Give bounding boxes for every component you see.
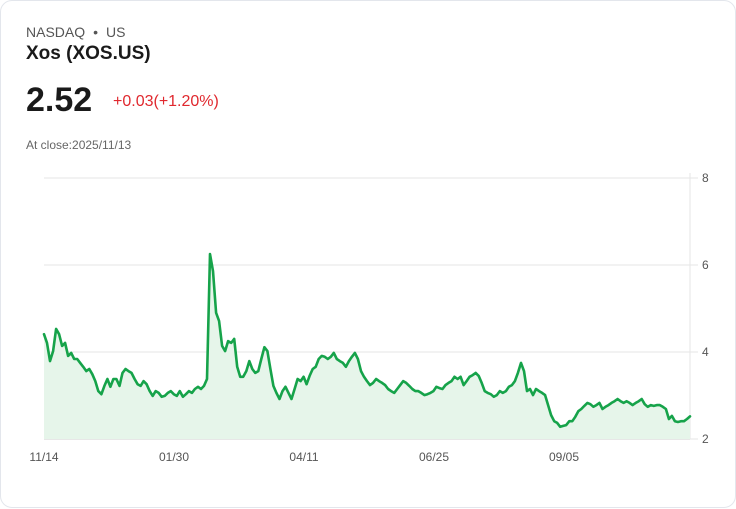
stock-name: Xos (XOS.US) [26,43,151,64]
y-tick-label: 2 [702,432,709,446]
area-fill [44,254,690,439]
x-tick-label: 06/25 [419,450,449,464]
stock-price: 2.52 [26,81,93,119]
separator: • [93,24,99,40]
exchange-line: NASDAQ • US [26,24,125,40]
x-tick-label: 04/11 [289,450,318,464]
price-line [42,252,692,429]
exchange-label: NASDAQ [26,24,86,40]
y-tick-label: 8 [702,171,709,185]
x-tick-label: 11/14 [29,450,58,464]
region-label: US [106,24,126,40]
x-tick-label: 01/30 [159,450,189,464]
y-tick-label: 4 [702,345,709,359]
y-tick-label: 6 [702,258,709,272]
price-change: +0.03(+1.20%) [113,93,219,110]
x-tick-label: 09/05 [549,450,579,464]
close-status: At close:2025/11/13 [26,138,132,152]
